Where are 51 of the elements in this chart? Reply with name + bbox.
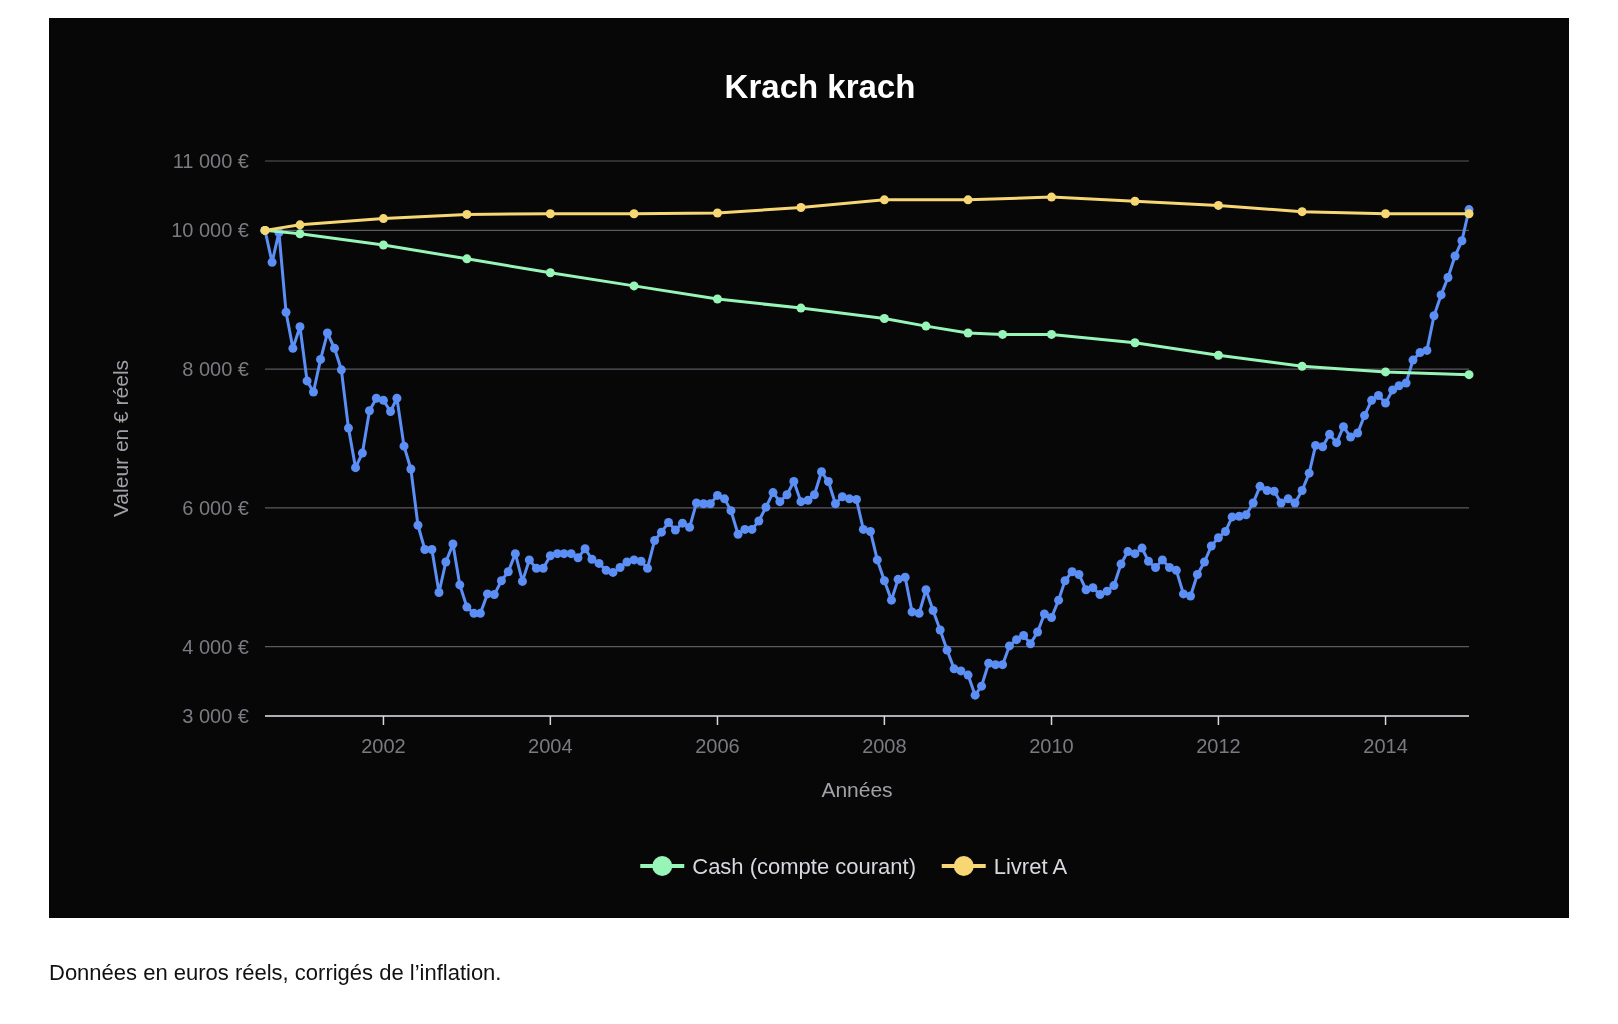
y-tick-label: 3 000 € (182, 705, 249, 727)
point (1464, 209, 1474, 219)
point (1130, 196, 1140, 206)
point (462, 254, 472, 264)
x-tick-label: 2010 (1029, 735, 1074, 757)
point (879, 313, 889, 323)
point (796, 202, 806, 212)
point (1047, 329, 1057, 339)
y-tick-label: 6 000 € (182, 496, 249, 519)
x-tick-label: 2014 (1363, 735, 1408, 757)
point (963, 195, 973, 205)
x-tick-label: 2006 (695, 735, 740, 757)
point (1213, 200, 1223, 210)
x-tick-label: 2002 (361, 735, 406, 757)
point (545, 268, 555, 278)
point (796, 303, 806, 313)
y-tick-label: 10 000 € (171, 219, 249, 242)
point (963, 328, 973, 338)
point (378, 240, 388, 250)
point (1047, 192, 1057, 202)
point (1381, 367, 1391, 377)
point (712, 294, 722, 304)
legend-label: Livret A (993, 854, 1068, 879)
x-tick-label: 2012 (1196, 735, 1241, 757)
y-tick-label: 8 000 € (182, 358, 249, 381)
point (1381, 209, 1391, 219)
point (545, 209, 555, 219)
point (712, 208, 722, 218)
text: Données en euros réels, corrigés de l’inflation. (49, 960, 502, 985)
legend-label: Cash (compte courant) (692, 854, 917, 879)
point (1213, 350, 1223, 360)
point (1297, 361, 1307, 371)
point (998, 329, 1008, 339)
point (1464, 370, 1474, 380)
x-tick-label: 2008 (862, 735, 907, 757)
y-tick-label: 4 000 € (182, 635, 249, 658)
chart-title: Krach krach (724, 68, 916, 105)
point (629, 281, 639, 291)
point (629, 209, 639, 219)
y-tick-label: 11 000 € (172, 150, 249, 172)
point (921, 321, 931, 331)
y-axis-title: Valeur en € réels (109, 359, 132, 518)
point (462, 209, 472, 219)
x-axis-title: Années (821, 778, 893, 801)
point (378, 214, 388, 224)
point (1297, 207, 1307, 217)
point (295, 229, 305, 239)
x-tick-label: 2004 (528, 735, 573, 757)
point (1130, 338, 1140, 348)
point (879, 195, 889, 205)
point (295, 220, 305, 230)
